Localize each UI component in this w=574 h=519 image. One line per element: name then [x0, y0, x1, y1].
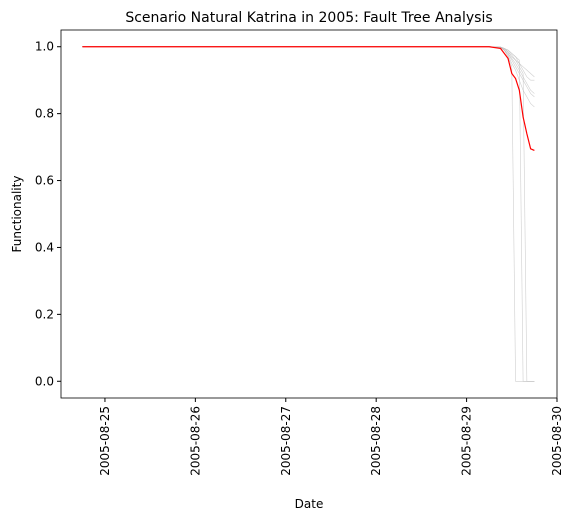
series-line [82, 46, 535, 94]
chart-title: Scenario Natural Katrina in 2005: Fault … [125, 10, 492, 26]
series-line [82, 46, 535, 98]
y-tick-label: 0.6 [35, 174, 54, 188]
x-axis-label: Date [295, 497, 324, 511]
series-line [82, 46, 535, 108]
plot-frame [60, 29, 558, 399]
y-tick-label: 0.4 [35, 240, 54, 254]
series-line [82, 46, 535, 81]
series-line [82, 46, 535, 382]
series-line [82, 46, 535, 78]
x-tick-label: 2005-08-26 [188, 406, 202, 476]
y-tick-label: 0.2 [35, 307, 54, 321]
x-tick-label: 2005-08-29 [460, 406, 474, 476]
series-line [82, 46, 535, 382]
x-tick-label: 2005-08-30 [550, 406, 564, 476]
series-line [82, 46, 535, 382]
x-tick-label: 2005-08-25 [98, 406, 112, 476]
y-tick-label: 0.0 [35, 374, 54, 388]
y-tick-label: 1.0 [35, 40, 54, 54]
x-tick-label: 2005-08-27 [279, 406, 293, 476]
y-tick-label: 0.8 [35, 107, 54, 121]
x-tick-label: 2005-08-28 [369, 406, 383, 476]
series-line [82, 46, 535, 151]
y-axis-label: Functionality [10, 176, 24, 253]
